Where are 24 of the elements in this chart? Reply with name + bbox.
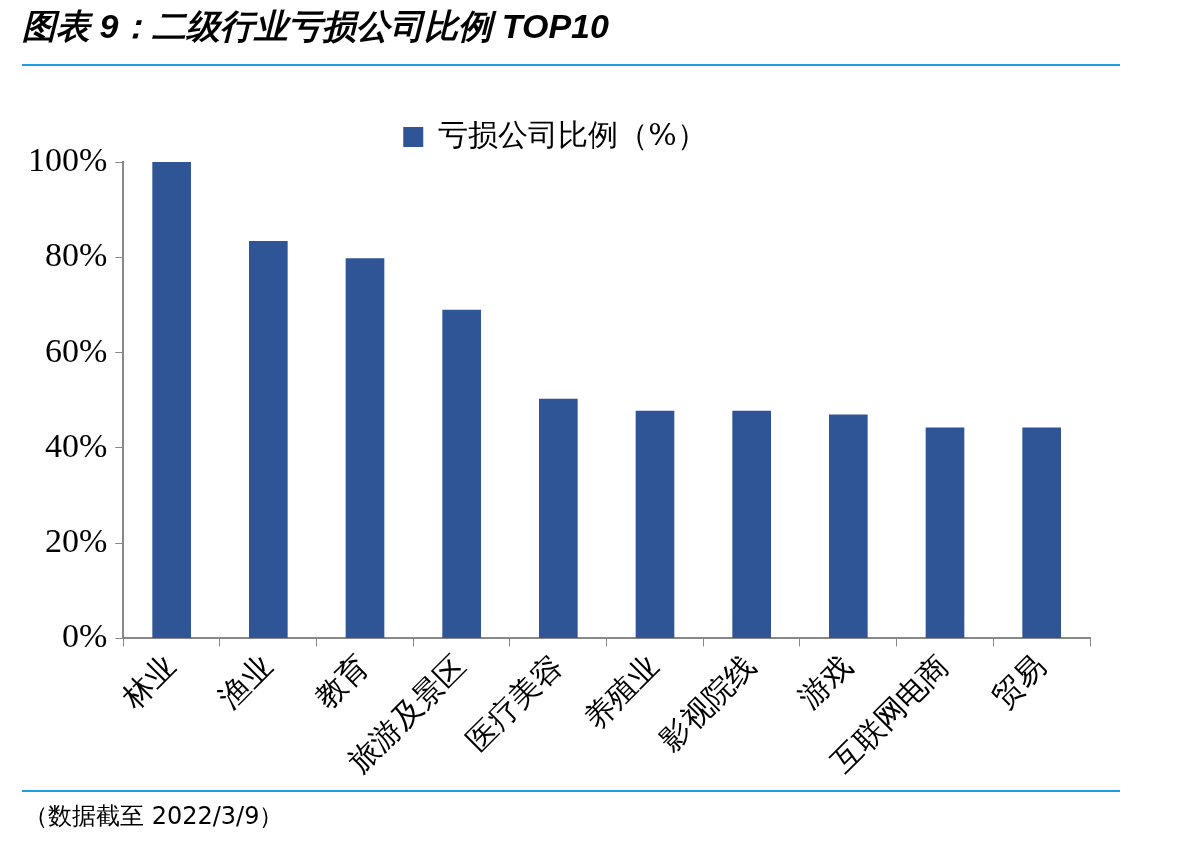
y-tick-label: 100% [27,140,108,178]
x-tick-label: 林业 [114,647,183,716]
x-tick-label: 渔业 [211,647,279,716]
x-tick-label: 教育 [308,647,376,716]
bar [925,427,965,638]
y-tick-label: 0% [61,617,108,655]
y-tick-label: 40% [44,426,108,464]
bar [538,398,578,638]
bar [829,414,868,638]
y-tick-label: 20% [44,522,108,560]
chart-title: 图表 9：二级行业亏损公司比例 TOP10 [22,6,609,47]
bar [635,410,675,638]
y-tick-label: 80% [44,236,108,274]
legend-label: 亏损公司比例（%） [438,116,707,152]
x-tick-label: 游戏 [791,647,859,716]
y-tick-label: 60% [44,331,108,369]
bar [248,241,288,638]
x-tick-label: 贸易 [984,647,1053,716]
bar [442,309,481,638]
text: （数据截至 2022/3/9） [24,801,284,832]
bar [345,258,385,638]
bar [152,162,191,638]
bar [1022,427,1061,638]
bar [732,410,771,638]
